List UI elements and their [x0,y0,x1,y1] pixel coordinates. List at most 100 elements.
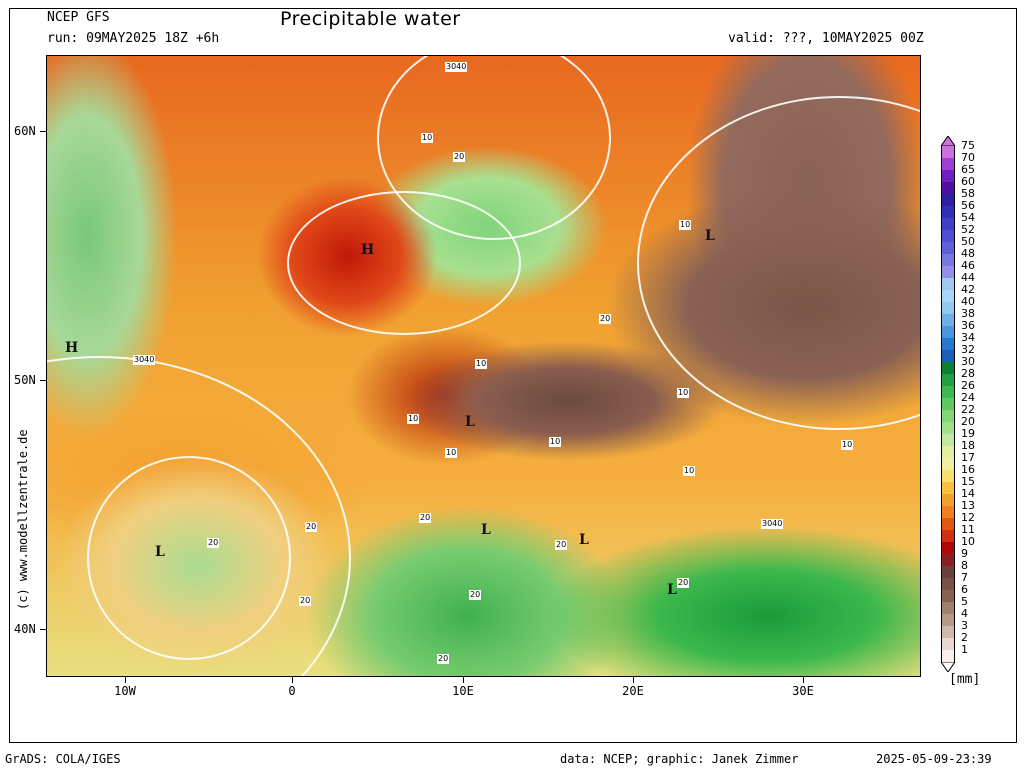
colorbar-bottom-arrow [941,662,955,672]
lon-tick [803,677,804,683]
colorbar-label: 11 [961,523,975,536]
lat-tick [40,131,46,132]
lon-tick [463,677,464,683]
colorbar-cell [941,158,955,170]
colorbar-label: 42 [961,283,975,296]
contour-label: 10 [683,466,696,476]
colorbar-cell [941,170,955,182]
colorbar-cell [941,494,955,506]
colorbar-label: 9 [961,547,968,560]
lat-label: 60N [14,124,36,138]
colorbar-cell [941,230,955,242]
contour-label: 10 [475,359,488,369]
colorbar-label: 5 [961,595,968,608]
low-pressure-marker: L [705,228,715,244]
isoline [47,356,351,676]
colorbar-cell [941,566,955,578]
colorbar-label: 17 [961,451,975,464]
colorbar-cell [941,458,955,470]
low-pressure-marker: L [667,582,677,598]
colorbar-label: 12 [961,511,975,524]
lon-label: 30E [792,684,814,698]
colorbar-cell [941,422,955,434]
figure-frame [9,8,1017,743]
lat-tick [40,380,46,381]
colorbar-cell [941,518,955,530]
colorbar-label: 48 [961,247,975,260]
colorbar-label: 13 [961,499,975,512]
lon-tick [292,677,293,683]
colorbar-label: 7 [961,571,968,584]
colorbar-cell [941,362,955,374]
precipitable-water-map: 3040 3040 3040 10 20 10 20 10 10 10 10 1… [46,55,921,677]
lon-label: 0 [288,684,296,698]
colorbar-label: 60 [961,175,975,188]
lon-label: 10E [452,684,474,698]
contour-label: 10 [677,388,690,398]
colorbar-cell [941,218,955,230]
colorbar-label: 8 [961,559,968,572]
colorbar-label: 56 [961,199,975,212]
colorbar-label: 19 [961,427,975,440]
colorbar-cells [941,146,955,662]
colorbar-label: 40 [961,295,975,308]
colorbar-cell [941,302,955,314]
colorbar-cell [941,554,955,566]
colorbar-label: 2 [961,631,968,644]
low-pressure-marker: L [481,522,491,538]
colorbar-label: 58 [961,187,975,200]
colorbar-cell [941,338,955,350]
colorbar-label: 50 [961,235,975,248]
contour-label: 3040 [445,62,468,72]
colorbar-label: 75 [961,139,975,152]
colorbar-label: 22 [961,403,975,416]
colorbar-cell [941,398,955,410]
contour-label: 20 [305,522,318,532]
colorbar-cell [941,146,955,158]
lon-label: 10W [114,684,136,698]
contour-label: 20 [419,513,432,523]
contour-label: 3040 [133,355,156,365]
low-pressure-marker: L [465,414,475,430]
lon-label: 20E [622,684,644,698]
lat-tick [40,629,46,630]
colorbar-label: 70 [961,151,975,164]
colorbar-label: 32 [961,343,975,356]
colorbar-label: 14 [961,487,975,500]
colorbar-cell [941,434,955,446]
map-title: Precipitable water [280,8,461,30]
colorbar-cell [941,242,955,254]
colorbar-cell [941,350,955,362]
colorbar-cell [941,194,955,206]
colorbar-cell [941,590,955,602]
colorbar-cell [941,290,955,302]
lat-label: 50N [14,373,36,387]
colorbar-label: 28 [961,367,975,380]
colorbar-cell [941,374,955,386]
colorbar-label: 36 [961,319,975,332]
contour-label: 20 [555,540,568,550]
colorbar-cell [941,470,955,482]
isoline [377,56,611,240]
colorbar-cell [941,278,955,290]
contour-label: 10 [421,133,434,143]
colorbar-label: 3 [961,619,968,632]
contour-label: 20 [469,590,482,600]
footer-source: data: NCEP; graphic: Janek Zimmer [560,752,799,766]
colorbar-label: 20 [961,415,975,428]
colorbar-cell [941,614,955,626]
colorbar-label: 44 [961,271,975,284]
contour-label: 10 [679,220,692,230]
colorbar-cell [941,254,955,266]
colorbar-cell [941,542,955,554]
colorbar-cell [941,650,955,662]
colorbar-cell [941,638,955,650]
contour-label: 20 [453,152,466,162]
colorbar-label: 54 [961,211,975,224]
colorbar-cell [941,530,955,542]
website-credit: (c) www.modellzentrale.de [16,429,30,610]
colorbar-label: 34 [961,331,975,344]
colorbar-label: 24 [961,391,975,404]
colorbar-label: 30 [961,355,975,368]
colorbar-unit: [mm] [949,672,981,687]
